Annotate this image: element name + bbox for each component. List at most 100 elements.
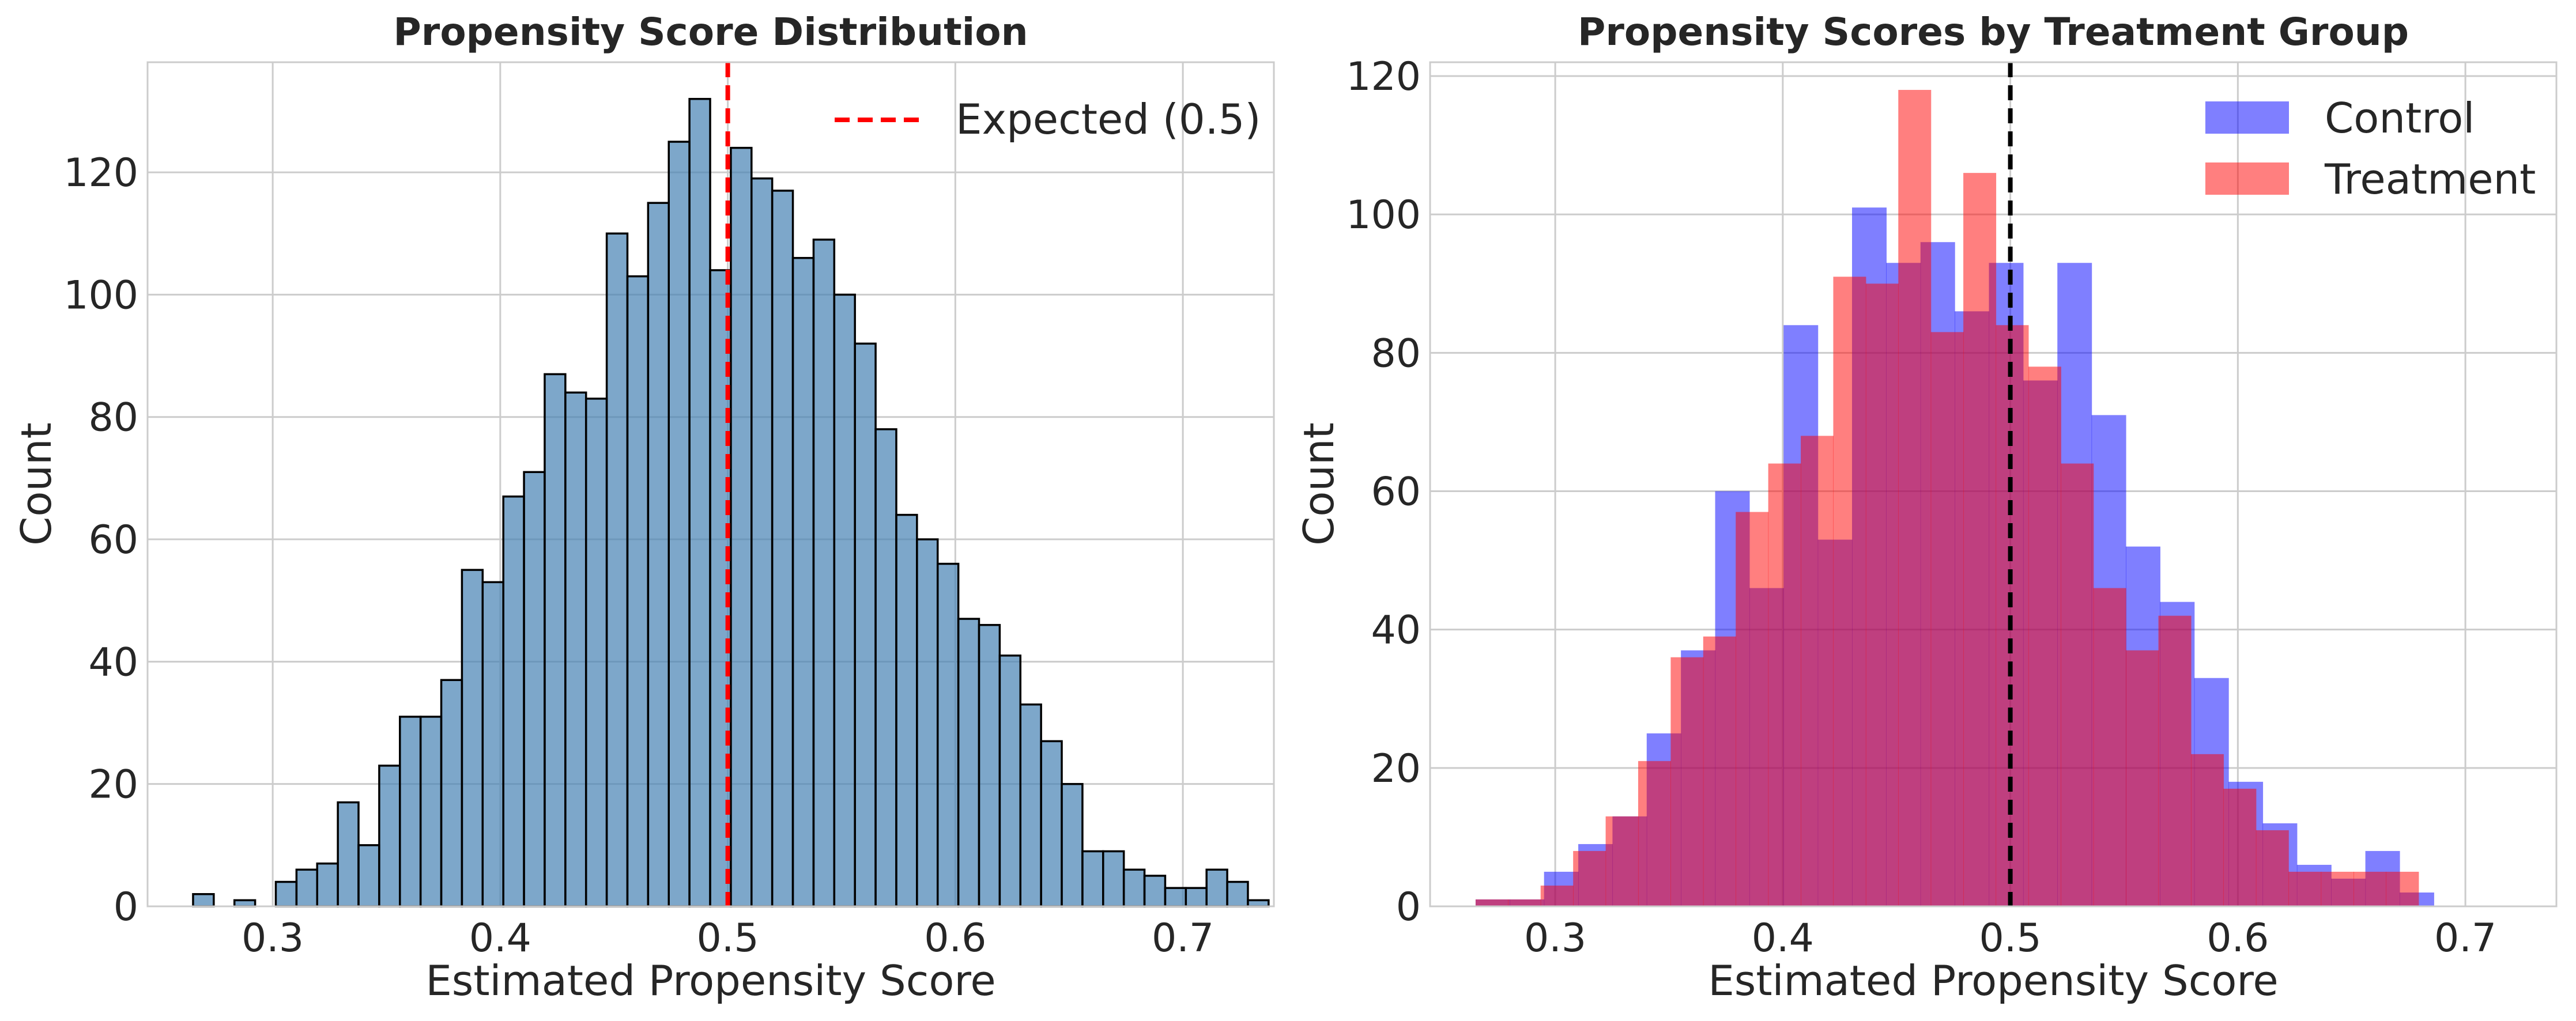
- x-tick-label: 0.3: [1524, 916, 1586, 961]
- y-tick-label: 60: [88, 517, 138, 563]
- histogram-bar-treatment: [2354, 871, 2387, 906]
- y-tick-label: 20: [88, 762, 138, 808]
- histogram-bar-treatment: [2190, 754, 2224, 906]
- histogram-bar-treatment: [2223, 788, 2257, 906]
- histogram-bar-treatment: [1898, 90, 1932, 906]
- legend-swatch-control: [2205, 101, 2289, 134]
- x-tick-label: 0.5: [1979, 916, 2042, 961]
- y-tick-label: 100: [1346, 192, 1421, 238]
- x-tick-label: 0.7: [1152, 916, 1214, 961]
- histogram-bar: [337, 801, 360, 907]
- histogram-bar: [357, 844, 380, 907]
- histogram-bars: [1475, 90, 2434, 907]
- y-tick-label: 120: [1346, 54, 1421, 100]
- histogram-bar: [192, 893, 215, 907]
- plot-frame: [146, 61, 1275, 907]
- histogram-bar-treatment: [1605, 816, 1639, 906]
- y-tick-label: 20: [1371, 746, 1421, 792]
- histogram-bar: [378, 765, 401, 907]
- legend-label-control: Control: [2325, 94, 2475, 142]
- histogram-bar: [957, 618, 980, 907]
- x-tick-label: 0.4: [1752, 916, 1814, 961]
- histogram-bar-treatment: [1736, 512, 1769, 906]
- histogram-bar: [1247, 899, 1270, 907]
- y-tick-label: 40: [1371, 608, 1421, 653]
- chart-title: Propensity Score Distribution: [393, 10, 1028, 54]
- x-tick-label: 0.4: [469, 916, 531, 961]
- y-tick-label: 60: [1371, 470, 1421, 515]
- histogram-bar: [274, 880, 298, 907]
- histogram-bar-treatment: [2126, 650, 2159, 906]
- histogram-bar: [399, 716, 422, 907]
- histogram-bar: [295, 868, 318, 907]
- legend: Control Treatment: [2205, 94, 2536, 203]
- histogram-bar: [833, 293, 856, 907]
- histogram-bar: [1081, 850, 1104, 907]
- y-tick-labels: 0 20 40 60 80 100 120: [1346, 54, 1421, 930]
- y-tick-label: 100: [63, 273, 138, 318]
- left-histogram-panel: 0.3 0.4 0.5 0.6 0.7 0 20 40 60 80 100 120 Propensi…: [12, 10, 1275, 1005]
- y-axis-label: Count: [12, 422, 61, 546]
- histogram-bar-treatment: [2288, 871, 2322, 906]
- right-histogram-panel: 0.3 0.4 0.5 0.6 0.7 0 20 40 60 80 100 120 Propensi…: [1295, 10, 2558, 1005]
- histogram-bars: [192, 97, 1270, 907]
- histogram-bar: [523, 471, 546, 907]
- y-tick-label: 0: [114, 884, 138, 930]
- histogram-bar: [1102, 850, 1125, 907]
- y-tick-labels: 0 20 40 60 80 100 120: [63, 150, 138, 930]
- histogram-bar-treatment: [1475, 899, 1508, 906]
- histogram-bar: [564, 391, 587, 907]
- x-axis-label: Estimated Propensity Score: [425, 956, 995, 1005]
- histogram-bar: [605, 232, 629, 907]
- x-axis-label: Estimated Propensity Score: [1708, 956, 2278, 1005]
- histogram-bar: [978, 623, 1001, 907]
- histogram-bar-treatment: [1768, 463, 1801, 906]
- histogram-bar: [812, 239, 836, 907]
- histogram-bar: [1040, 740, 1063, 907]
- y-tick-label: 120: [63, 150, 138, 196]
- histogram-bar: [667, 141, 691, 907]
- histogram-bar-treatment: [1638, 761, 1672, 906]
- y-tick-label: 40: [88, 640, 138, 685]
- x-tick-label: 0.5: [697, 916, 759, 961]
- histogram-bar-treatment: [2061, 463, 2094, 906]
- legend-label-treatment: Treatment: [2324, 155, 2536, 203]
- histogram-bar: [1061, 782, 1084, 907]
- histogram-bar: [1185, 887, 1208, 907]
- histogram-bar-treatment: [2321, 871, 2354, 906]
- y-axis-label: Count: [1295, 422, 1343, 546]
- histogram-bar: [1122, 868, 1146, 907]
- histogram-bar-treatment: [1508, 899, 1541, 906]
- y-tick-label: 80: [88, 395, 138, 441]
- chart-title: Propensity Scores by Treatment Group: [1578, 10, 2409, 54]
- histogram-bar: [233, 899, 257, 907]
- histogram-bar: [998, 654, 1022, 907]
- histogram-bar-treatment: [1865, 283, 1899, 906]
- histogram-bar: [771, 190, 794, 907]
- histogram-bar: [895, 513, 918, 907]
- histogram-bar: [544, 373, 567, 907]
- histogram-bar-treatment: [2386, 871, 2419, 906]
- histogram-bar: [1019, 703, 1042, 907]
- histogram-bar-treatment: [2158, 615, 2192, 906]
- histogram-bar: [730, 146, 753, 907]
- histogram-bar: [481, 581, 504, 907]
- histogram-bar-treatment: [2256, 830, 2289, 906]
- y-tick-label: 0: [1396, 884, 1421, 930]
- x-tick-labels: 0.3 0.4 0.5 0.6 0.7: [1524, 916, 2496, 961]
- y-tick-label: 80: [1371, 331, 1421, 376]
- histogram-bar: [1164, 887, 1187, 907]
- histogram-bar: [1143, 875, 1167, 907]
- histogram-bar: [750, 177, 774, 907]
- histogram-bar: [440, 679, 463, 907]
- histogram-bar: [916, 538, 939, 907]
- histogram-bar: [854, 342, 877, 907]
- x-tick-label: 0.6: [2207, 916, 2269, 961]
- histogram-bar-treatment: [1930, 332, 1964, 906]
- histogram-bar-treatment: [1963, 173, 1997, 907]
- legend-label-expected: Expected (0.5): [956, 95, 1261, 143]
- histogram-bar: [936, 562, 960, 907]
- histogram-bar-treatment: [1703, 636, 1736, 906]
- histogram-bar-treatment: [1801, 436, 1834, 906]
